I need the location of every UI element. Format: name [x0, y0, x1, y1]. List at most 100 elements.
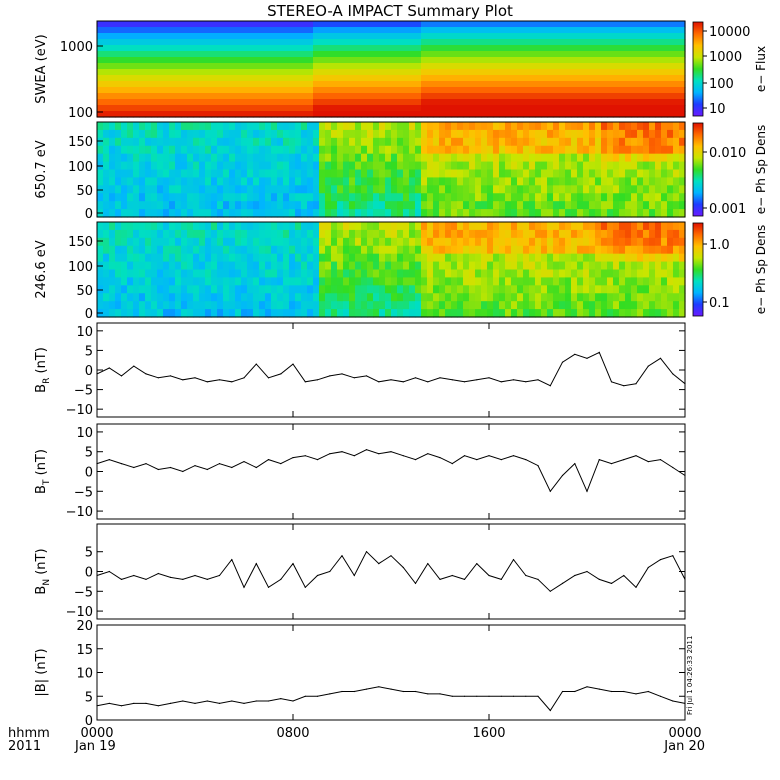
data-point — [463, 381, 466, 383]
data-point — [280, 463, 282, 465]
data-point — [329, 375, 331, 377]
colorbar-scale — [692, 21, 704, 117]
y-tick-label: 150 — [68, 135, 93, 150]
data-point — [292, 700, 294, 702]
colorbar-tick-label: 100 — [709, 77, 734, 92]
data-point — [610, 381, 613, 383]
plot-title: STEREO-A IMPACT Summary Plot — [267, 2, 513, 20]
data-point — [255, 563, 257, 565]
data-point — [243, 586, 245, 588]
data-point — [304, 381, 306, 383]
data-point — [525, 459, 527, 461]
data-point — [243, 461, 245, 463]
data-point — [439, 457, 441, 459]
data-point — [390, 379, 392, 381]
data-point — [206, 468, 208, 471]
data-point — [341, 555, 343, 557]
data-point — [427, 453, 429, 455]
data-point — [549, 490, 551, 492]
data-point — [169, 702, 172, 705]
colorbar-scale — [692, 122, 704, 217]
data-point — [353, 690, 355, 693]
x-date-label-start: Jan 19 — [74, 739, 116, 754]
x-tick-label: 0000 — [80, 726, 113, 741]
data-point — [598, 578, 600, 581]
data-point — [402, 690, 404, 693]
data-point — [672, 373, 674, 375]
y-axis-label: BT (nT) — [34, 449, 52, 494]
data-point — [549, 590, 551, 592]
data-point — [182, 578, 184, 581]
data-point — [378, 381, 380, 383]
spectrogram-image — [97, 222, 686, 318]
data-point — [316, 695, 319, 697]
data-point — [365, 688, 368, 690]
y-tick-label: 5 — [85, 546, 93, 561]
spectrogram-frame — [96, 221, 686, 318]
data-point — [353, 455, 355, 457]
colorbar-label: e− Ph Sp Dens — [754, 225, 768, 314]
x-tick-label: 0000 — [668, 726, 701, 741]
data-point — [218, 702, 221, 705]
data-point — [194, 702, 196, 705]
data-point — [488, 695, 490, 697]
data-point — [206, 381, 208, 383]
data-point — [659, 559, 662, 561]
data-point — [108, 570, 110, 573]
y-tick-label: 10 — [76, 667, 93, 682]
x-date-label-end: Jan 20 — [663, 739, 705, 754]
data-point — [304, 695, 306, 697]
y-tick-label: 1000 — [60, 40, 93, 55]
data-point — [574, 690, 576, 693]
data-point — [365, 551, 368, 553]
data-point — [414, 582, 417, 585]
spectrogram-panel-3: 150 100 50 0 246.6 eV 1.0 0.1 e− Ph Sp Dens — [34, 221, 768, 322]
data-point — [476, 459, 478, 461]
data-point — [255, 363, 257, 365]
data-point — [574, 353, 576, 355]
data-point — [133, 466, 135, 469]
data-point — [451, 463, 453, 465]
data-point — [427, 563, 429, 565]
spectrogram-frame — [96, 20, 686, 118]
y-tick-label: −10 — [66, 403, 93, 418]
data-point — [451, 695, 453, 697]
data-point — [329, 693, 331, 695]
data-point — [120, 705, 123, 707]
colorbar-tick-label: 10 — [709, 102, 726, 117]
data-point — [623, 459, 625, 461]
data-point — [537, 695, 539, 697]
data-point — [561, 582, 564, 585]
data-point — [488, 377, 490, 379]
data-point — [316, 574, 319, 577]
data-point — [402, 455, 404, 457]
y-tick-label: 50 — [76, 184, 93, 199]
data-point — [390, 555, 392, 557]
data-point — [672, 466, 674, 469]
data-point — [525, 381, 527, 383]
data-point — [647, 690, 649, 693]
data-point — [243, 377, 245, 379]
data-point — [206, 700, 208, 702]
data-point — [659, 357, 662, 359]
data-point — [353, 377, 355, 379]
data-point — [402, 566, 404, 569]
y-tick-label: 100 — [68, 160, 93, 175]
data-point — [280, 373, 282, 375]
data-point — [194, 465, 196, 467]
data-point — [500, 459, 502, 461]
data-point — [145, 702, 147, 705]
plot-frame — [96, 624, 686, 721]
y-axis-label: 246.6 eV — [34, 240, 49, 298]
colorbar: 10000 1000 100 10 e− Flux — [692, 21, 768, 117]
data-point — [574, 463, 576, 465]
data-point — [414, 377, 417, 379]
data-point — [672, 555, 674, 557]
y-tick-label: 15 — [76, 643, 93, 658]
data-point — [267, 700, 270, 702]
colorbar-tick-label: 1000 — [709, 50, 742, 65]
data-point — [500, 578, 502, 581]
data-point — [96, 373, 98, 375]
spectrogram-image — [97, 21, 686, 118]
data-point — [316, 459, 319, 461]
